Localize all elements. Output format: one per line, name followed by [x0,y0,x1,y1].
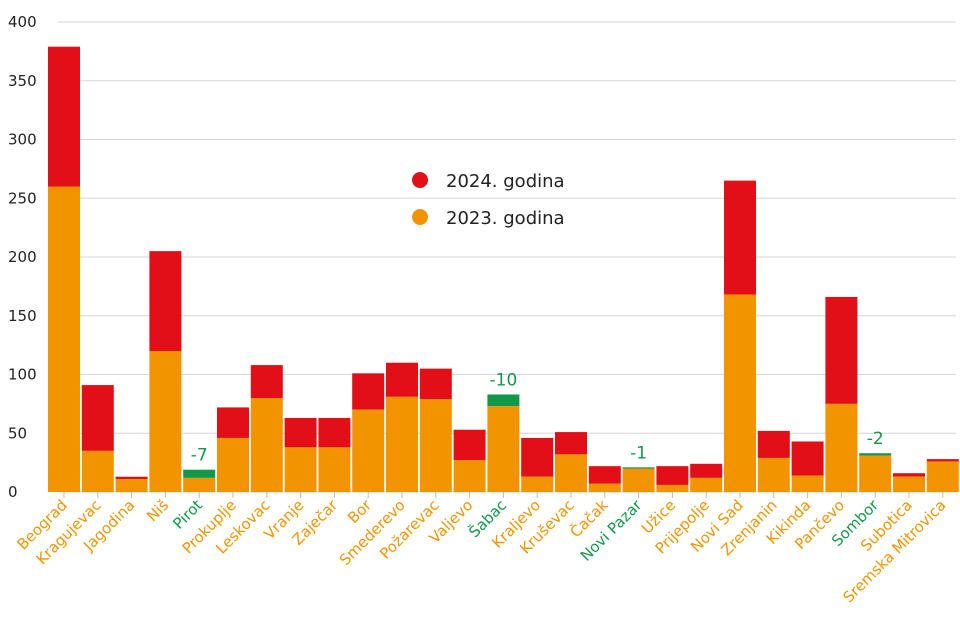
bar-segment-decrease [487,394,520,407]
bar-segment-2024 [419,368,452,400]
bar-segment-base [622,468,655,492]
bar-segment-base [791,475,824,492]
bar-segment-2024 [48,46,80,187]
bar-segment-2024 [825,296,858,404]
bar-segment-2024 [149,251,182,351]
y-tick-label: 350 [8,72,37,90]
legend-marker-2024 [412,172,428,188]
bar-segment-2024 [893,473,925,477]
delta-label: -10 [490,370,518,390]
bar-segment-base [217,437,249,492]
bar-segment-base [149,351,182,492]
bar-segment-2024 [521,437,554,477]
bar-segment-base [859,455,892,492]
bar-segment-base [656,484,689,492]
bar-segment-base [521,476,554,492]
bar-segment-base [386,396,418,492]
bar-segment-2024 [791,441,824,476]
legend-label-2024: 2024. godina [446,171,565,192]
bar-segment-base [893,476,925,492]
bar-segment-2024 [386,362,418,397]
bar-segment-base [690,477,723,492]
y-tick-label: 0 [8,483,18,501]
delta-labels: -7 -10 -1 -2 [191,370,884,465]
bar-segment-2024 [250,365,283,398]
bar-segment-base [115,479,148,492]
bar-segment-base [453,460,486,492]
bar-segment-2024 [926,459,959,462]
bar-segment-2024 [81,385,114,451]
bar-segment-2024 [352,373,385,410]
bar-segment-base [352,409,385,492]
y-tick-label: 400 [8,13,37,31]
bar-segment-2024 [318,417,351,448]
bar-segment-decrease [622,467,655,469]
bar-segment-decrease [183,469,216,478]
x-tick-label: Niš [143,496,172,525]
y-tick-label: 300 [8,131,37,149]
bar-segment-base [183,477,216,492]
bar-segment-2024 [453,429,486,461]
bar-segment-2024 [656,466,689,485]
delta-label: -2 [867,429,884,449]
legend-marker-2023 [412,209,428,225]
delta-label: -7 [191,446,208,466]
bar-segment-2024 [115,476,148,480]
bar-segment-2024 [284,417,317,448]
bar-segment-2024 [724,180,756,295]
bar-segment-base [724,294,756,492]
bar-segment-2024 [588,466,621,484]
bar-segment-base [419,399,452,492]
bar-segment-2024 [757,430,790,458]
bar-segment-2024 [555,432,587,455]
bar-segment-base [81,450,114,492]
y-tick-label: 100 [8,366,37,384]
bar-segment-base [825,403,858,492]
y-tick-label: 50 [8,424,27,442]
gridlines: 0 50 100 150 200 250 300 350 400 [8,13,956,501]
y-tick-label: 150 [8,307,37,325]
bar-segment-base [926,461,959,492]
bar-segment-decrease [859,453,892,456]
y-tick-label: 250 [8,189,37,207]
bar-segment-2024 [217,407,249,438]
bar-segment-base [284,447,317,492]
bar-segment-base [555,454,587,492]
bar-segment-2024 [690,463,723,478]
y-tick-label: 200 [8,248,37,266]
bar-segment-base [318,447,351,492]
delta-label: -1 [630,443,647,463]
bar-segment-base [757,457,790,492]
bar-segment-base [48,186,80,492]
legend: 2024. godina 2023. godina [412,171,565,229]
bar-segment-base [588,483,621,492]
bar-segment-base [250,398,283,492]
legend-label-2023: 2023. godina [446,208,565,229]
bars [48,46,959,498]
bar-segment-base [487,406,520,492]
